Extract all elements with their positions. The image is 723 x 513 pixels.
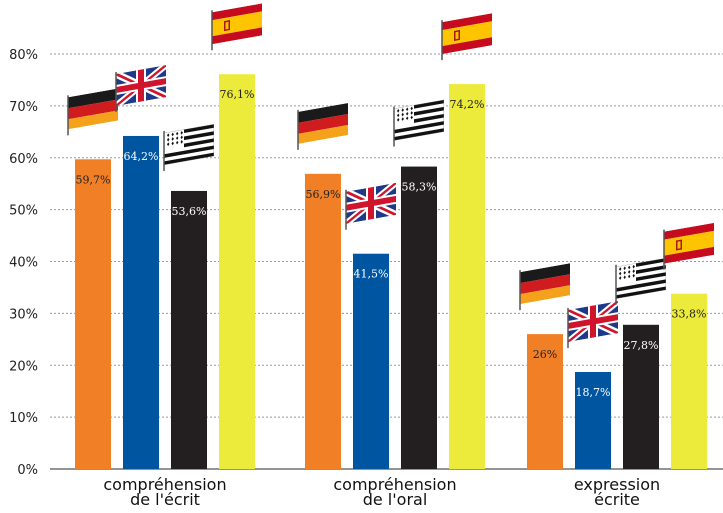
category-label: compréhension [103, 475, 226, 494]
bar [623, 324, 659, 469]
bar [75, 159, 111, 469]
data-label: 18,7% [576, 386, 611, 399]
data-label: 27,8% [624, 339, 659, 352]
y-tick-label: 80% [9, 48, 38, 63]
data-label: 58,3% [402, 181, 437, 194]
category-label: écrite [594, 490, 640, 509]
y-tick-label: 40% [9, 256, 38, 271]
spain-flag-icon [211, 3, 262, 51]
germany-flag-icon [519, 263, 570, 311]
spain-flag-icon [663, 222, 714, 270]
y-tick-label: 0% [17, 463, 38, 478]
bar [449, 84, 485, 470]
brittany-flag-icon [393, 99, 444, 147]
category-label: expression [574, 475, 660, 494]
bar [305, 173, 341, 470]
data-label: 33,8% [672, 308, 707, 321]
data-label: 64,2% [124, 150, 159, 163]
y-tick-label: 50% [9, 204, 38, 219]
category-label: de l'écrit [130, 490, 200, 509]
y-tick-label: 70% [9, 100, 38, 115]
spain-flag-icon [441, 13, 492, 61]
y-tick-label: 30% [9, 307, 38, 322]
category-label: compréhension [333, 475, 456, 494]
bars: 59,7% 56,9% 26% 64,2% 41,5% 18,7% 53,6% 58,3% 27… [75, 74, 707, 470]
bar [353, 253, 389, 469]
uk-flag-icon [567, 301, 618, 349]
y-tick-label: 20% [9, 359, 38, 374]
bar [219, 74, 255, 469]
bar [671, 293, 707, 469]
bar [123, 135, 159, 469]
y-tick-label: 10% [9, 411, 38, 426]
data-label: 56,9% [306, 188, 341, 201]
flags [67, 3, 714, 349]
category-label: de l'oral [363, 490, 428, 509]
brittany-flag-icon [615, 257, 666, 305]
data-label: 74,2% [450, 98, 485, 111]
bar [575, 371, 611, 469]
data-label: 76,1% [220, 88, 255, 101]
y-tick-label: 60% [9, 152, 38, 167]
data-label: 53,6% [172, 205, 207, 218]
bar [527, 334, 563, 469]
brittany-flag-icon [163, 124, 214, 172]
data-label: 41,5% [354, 268, 389, 281]
uk-flag-icon [115, 65, 166, 113]
bar [401, 166, 437, 469]
germany-flag-icon [297, 103, 348, 150]
data-label: 26% [533, 348, 557, 361]
data-label: 59,7% [76, 173, 111, 186]
germany-flag-icon [67, 88, 118, 136]
bar [171, 190, 207, 469]
uk-flag-icon [345, 182, 396, 230]
y-axis: 0% 10% 20% 30% 40% 50% 60% 70% 80% [9, 48, 38, 478]
